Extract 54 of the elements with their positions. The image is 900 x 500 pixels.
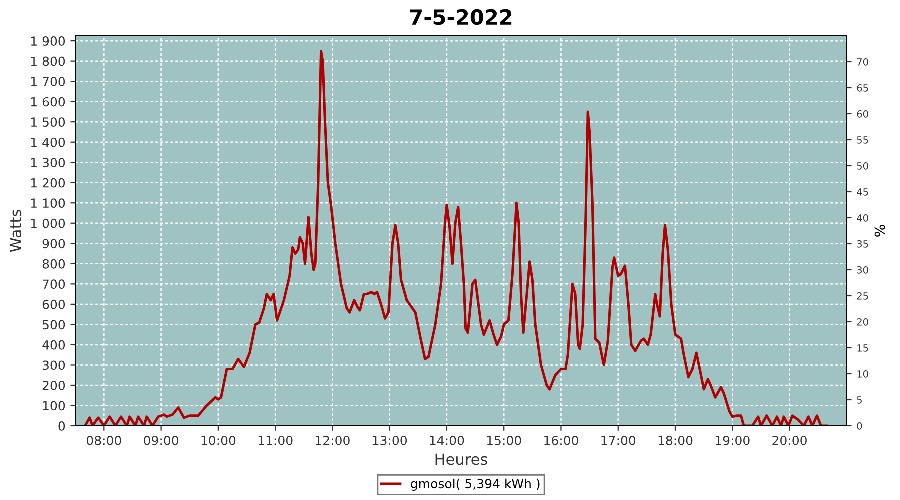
- y-tick-label: 1 700: [31, 77, 66, 87]
- x-tick-label: 20:00: [772, 436, 807, 446]
- y2-tick-label: 10: [858, 370, 868, 378]
- y-axis-title: Watts: [10, 210, 22, 252]
- x-tick-label: 11:00: [258, 436, 293, 446]
- x-tick-label: 15:00: [487, 436, 522, 446]
- y-tick-label: 800: [42, 259, 66, 269]
- x-tick-label: 17:00: [602, 436, 636, 446]
- line-series: [84, 50, 828, 426]
- y-tick-label: 1 600: [31, 97, 66, 107]
- y2-tick-label: 65: [857, 84, 868, 92]
- y2-tick-label: 30: [857, 266, 868, 274]
- y2-tick-label: 20: [857, 318, 868, 326]
- y2-tick-label: 15: [858, 344, 868, 352]
- x-tick-label: 14:00: [430, 436, 464, 446]
- y2-tick-label: 0: [857, 422, 862, 430]
- x-tick-label: 12:00: [316, 436, 350, 446]
- y-tick-label: 1 200: [31, 178, 66, 188]
- x-tick-label: 13:00: [373, 436, 408, 446]
- y-tick-label: 1 100: [31, 198, 66, 208]
- y2-tick-label: 60: [857, 110, 868, 118]
- y2-tick-label: 45: [857, 188, 868, 196]
- x-tick-label: 09:00: [144, 436, 178, 446]
- y-tick-label: 1 000: [31, 218, 66, 228]
- y-tick-label: 100: [43, 401, 66, 411]
- y-tick-label: 1 400: [31, 138, 66, 148]
- y2-tick-label: 25: [857, 292, 868, 300]
- y-tick-label: 300: [42, 360, 66, 370]
- y-tick-label: 1 500: [31, 118, 66, 128]
- y2-tick-label: 50: [857, 162, 868, 170]
- y-tick-label: 0: [58, 421, 66, 431]
- y2-tick-label: 35: [857, 240, 868, 248]
- x-tick-label: 18:00: [658, 436, 693, 446]
- y2-axis-title: %: [874, 225, 886, 237]
- y-tick-label: 900: [42, 239, 66, 249]
- y2-tick-label: 40: [857, 214, 868, 222]
- y-tick-label: 200: [42, 380, 66, 390]
- y2-tick-label: 55: [857, 136, 868, 144]
- y-tick-label: 1 800: [31, 56, 66, 66]
- y-tick-label: 500: [42, 320, 66, 330]
- legend-label: gmosol( 5,394 kWh ): [411, 478, 540, 491]
- x-tick-label: 19:00: [716, 436, 750, 446]
- y-tick-label: 600: [42, 300, 66, 310]
- x-tick-label: 08:00: [86, 436, 122, 446]
- chart-title: 7-5-2022: [410, 9, 512, 26]
- x-tick-label: 16:00: [544, 436, 578, 446]
- x-axis-title: Heures: [436, 454, 488, 466]
- x-tick-label: 10:00: [202, 436, 236, 446]
- y-tick-label: 400: [42, 340, 66, 350]
- y2-tick-label: 5: [857, 396, 862, 404]
- y-tick-label: 700: [43, 280, 66, 290]
- y-tick-label: 1 900: [31, 36, 66, 46]
- y2-tick-label: 70: [857, 58, 868, 66]
- y-tick-label: 1 300: [31, 158, 66, 168]
